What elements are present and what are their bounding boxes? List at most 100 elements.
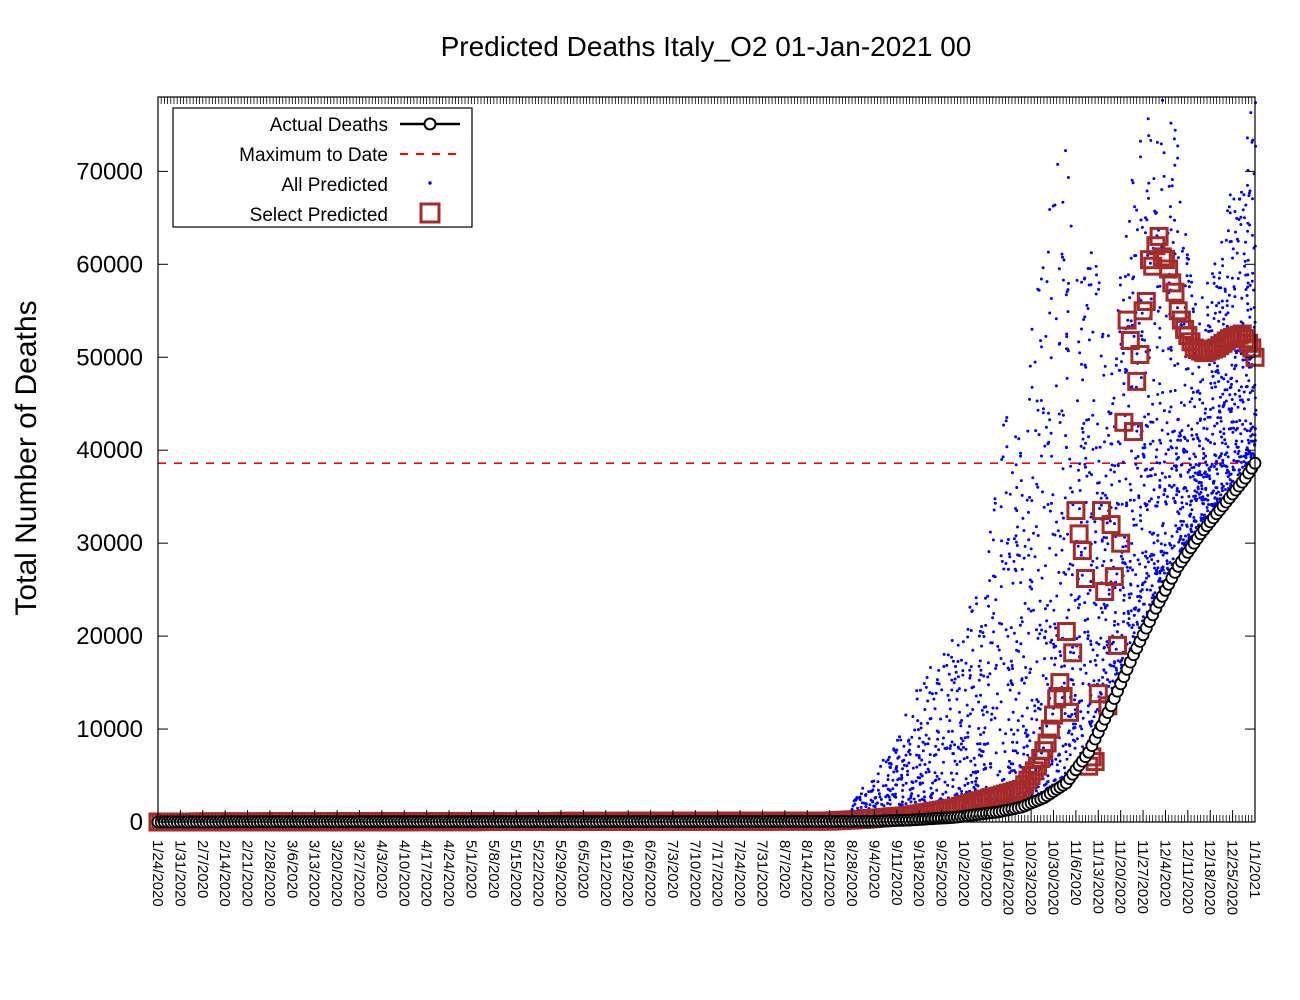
all-predicted-point (888, 802, 892, 806)
select-predicted-point (1024, 761, 1044, 781)
all-predicted-point (1093, 540, 1097, 544)
all-predicted-point (1192, 452, 1196, 456)
all-predicted-point (1218, 271, 1222, 275)
all-predicted-point (1070, 490, 1074, 494)
all-predicted-point (1031, 476, 1035, 480)
all-predicted-point (1183, 437, 1187, 441)
all-predicted-point (1033, 704, 1037, 708)
all-predicted-point (950, 655, 954, 659)
all-predicted-point (1073, 598, 1077, 602)
all-predicted-point (1130, 626, 1134, 630)
all-predicted-point (1151, 593, 1155, 597)
all-predicted-point (1072, 651, 1076, 655)
all-predicted-point (941, 742, 945, 746)
all-predicted-point (1130, 385, 1134, 389)
all-predicted-point (1240, 296, 1244, 300)
all-predicted-point (976, 784, 980, 788)
all-predicted-point (909, 796, 913, 800)
all-predicted-point (1081, 716, 1085, 720)
all-predicted-point (1077, 340, 1081, 344)
all-predicted-point (1109, 411, 1113, 415)
all-predicted-point (1047, 440, 1051, 444)
all-predicted-point (911, 781, 915, 785)
all-predicted-point (1146, 412, 1150, 416)
all-predicted-point (1012, 537, 1016, 541)
all-predicted-point (1041, 407, 1045, 411)
all-predicted-point (1131, 291, 1135, 295)
all-predicted-point (998, 770, 1002, 773)
all-predicted-point (1230, 363, 1234, 367)
all-predicted-point (955, 763, 959, 766)
all-predicted-point (1200, 487, 1204, 491)
all-predicted-point (1048, 546, 1052, 550)
all-predicted-point (1231, 256, 1234, 260)
all-predicted-point (1211, 432, 1215, 436)
all-predicted-point (997, 648, 1001, 652)
all-predicted-point (999, 657, 1003, 660)
all-predicted-point (935, 678, 939, 682)
all-predicted-point (963, 688, 967, 692)
all-predicted-point (1168, 215, 1172, 219)
all-predicted-point (1091, 447, 1095, 451)
all-predicted-point (945, 715, 949, 718)
all-predicted-point (1155, 570, 1159, 574)
all-predicted-point (966, 735, 970, 739)
all-predicted-point (1097, 281, 1101, 285)
all-predicted-point (1200, 484, 1204, 488)
all-predicted-point (1175, 530, 1179, 534)
all-predicted-point (953, 743, 957, 747)
all-predicted-point (1036, 785, 1040, 789)
all-predicted-point (1016, 525, 1019, 529)
all-predicted-point (1073, 712, 1077, 716)
all-predicted-point (937, 748, 941, 752)
all-predicted-point (1246, 229, 1250, 233)
all-predicted-point (1130, 449, 1133, 453)
all-predicted-point (1156, 539, 1160, 543)
all-predicted-point (1108, 519, 1112, 523)
all-predicted-point (973, 763, 977, 767)
all-predicted-point (1190, 386, 1194, 390)
all-predicted-point (1044, 334, 1048, 338)
all-predicted-point (1179, 474, 1183, 478)
all-predicted-point (1212, 489, 1215, 493)
all-predicted-point (1137, 599, 1141, 603)
all-predicted-point (971, 770, 975, 774)
all-predicted-point (1190, 508, 1194, 512)
all-predicted-point (1048, 208, 1052, 211)
all-predicted-point (1230, 398, 1234, 401)
all-predicted-point (1163, 543, 1167, 547)
all-predicted-point (1172, 483, 1176, 487)
all-predicted-point (1140, 527, 1144, 531)
all-predicted-point (1211, 397, 1215, 401)
all-predicted-point (956, 643, 960, 647)
all-predicted-point (1201, 401, 1205, 405)
y-tick-label: 60000 (76, 251, 143, 278)
all-predicted-point (1168, 205, 1172, 209)
all-predicted-point (1152, 553, 1156, 557)
all-predicted-point (960, 719, 964, 722)
all-predicted-point (1091, 648, 1095, 652)
all-predicted-point (1039, 702, 1043, 706)
all-predicted-point (1129, 582, 1133, 586)
all-predicted-point (949, 744, 953, 748)
all-predicted-point (1050, 759, 1054, 763)
all-predicted-point (1067, 743, 1071, 747)
all-predicted-point (1225, 451, 1229, 455)
all-predicted-point (1224, 238, 1228, 242)
all-predicted-point (876, 801, 879, 805)
all-predicted-point (1227, 293, 1231, 297)
all-predicted-point (1080, 727, 1084, 731)
select-predicted-point (1136, 292, 1156, 311)
all-predicted-point (1038, 632, 1042, 636)
all-predicted-point (877, 792, 881, 796)
all-predicted-point (1149, 474, 1153, 478)
all-predicted-point (1004, 628, 1008, 632)
all-predicted-point (1224, 373, 1228, 377)
all-predicted-point (1005, 416, 1009, 419)
all-predicted-point (1150, 467, 1154, 471)
all-predicted-point (1056, 162, 1060, 166)
all-predicted-point (1171, 557, 1175, 561)
all-predicted-point (1128, 498, 1132, 502)
all-predicted-point (1156, 566, 1160, 570)
all-predicted-point (1030, 327, 1034, 331)
